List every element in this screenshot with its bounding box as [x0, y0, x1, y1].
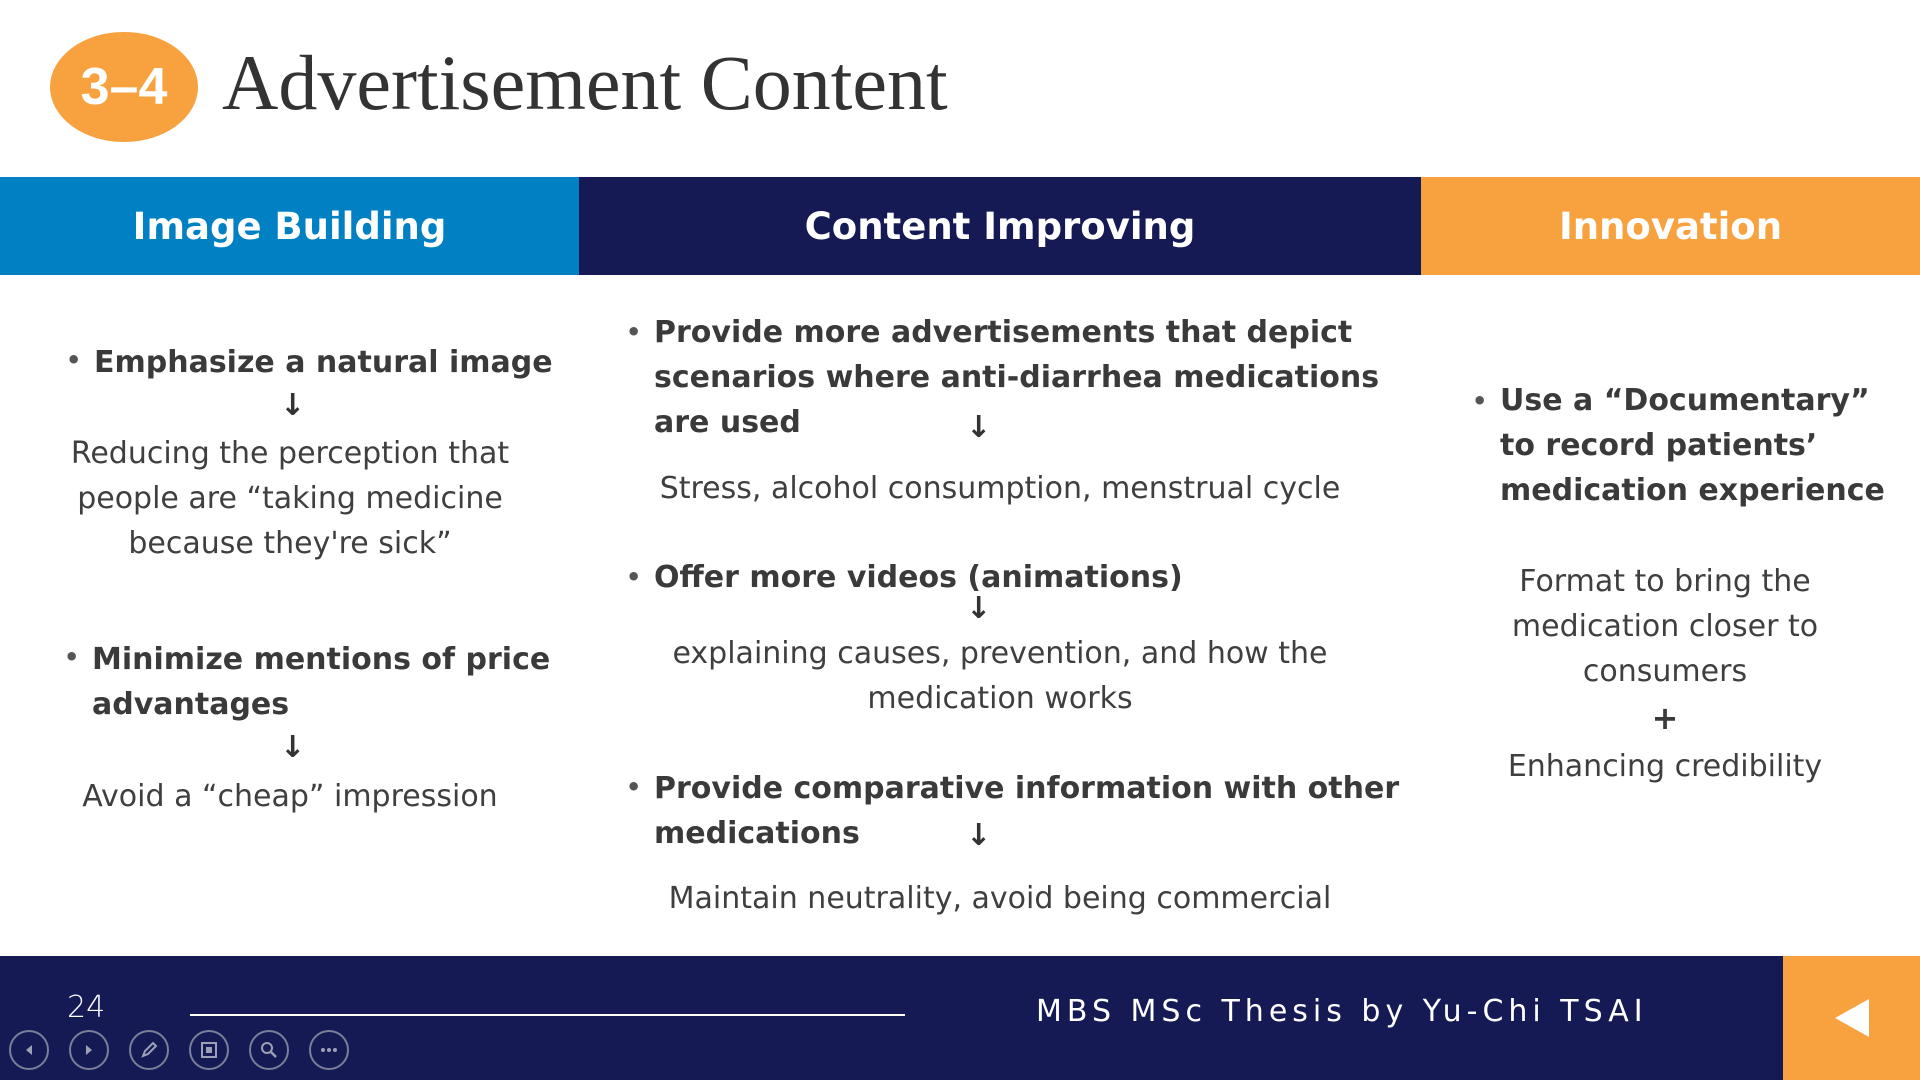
footer-credit: MBS MSc Thesis by Yu-Chi TSAI [1036, 994, 1648, 1029]
arrow-down-icon: ↓ [966, 410, 992, 445]
previous-slide-button[interactable] [9, 1030, 49, 1070]
column-header-image-building: Image Building [0, 177, 579, 275]
zoom-button[interactable] [249, 1030, 289, 1070]
column-header-content-improving: Content Improving [579, 177, 1421, 275]
item-title: Use a “Documentary” to record patients’ … [1500, 383, 1885, 508]
previous-icon [26, 1045, 32, 1055]
next-icon [86, 1045, 92, 1055]
bullet: • [626, 773, 642, 801]
bullet: • [66, 346, 82, 374]
bullet: • [626, 318, 642, 346]
item-description: Maintain neutrality, avoid being commerc… [668, 881, 1332, 916]
more-button[interactable] [309, 1030, 349, 1070]
more-icon [321, 1048, 337, 1052]
slides-icon [201, 1042, 217, 1058]
item-description: Avoid a “cheap” impression [82, 779, 498, 814]
item-title: Provide comparative information with oth… [654, 771, 1400, 851]
page-number: 24 [67, 990, 106, 1025]
footer-divider [190, 1014, 905, 1016]
page-title: Advertisement Content [222, 39, 948, 126]
item-title: Provide more advertisements that depict … [654, 315, 1380, 440]
pen-icon [141, 1041, 158, 1058]
arrow-down-icon: ↓ [280, 388, 306, 423]
arrow-down-icon: ↓ [966, 591, 992, 626]
bullet: • [64, 643, 80, 671]
slides-view-button[interactable] [189, 1030, 229, 1070]
item-description: Enhancing credibility [1507, 749, 1823, 784]
section-badge: 3–4 [50, 32, 198, 142]
column-header-innovation: Innovation [1421, 177, 1920, 275]
plus-icon: + [1651, 699, 1679, 737]
item-title: Emphasize a natural image [94, 345, 553, 380]
item-title: Offer more videos (animations) [654, 560, 1183, 595]
zoom-icon [261, 1042, 277, 1058]
arrow-down-icon: ↓ [966, 818, 992, 853]
item-description: explaining causes, prevention, and how t… [672, 636, 1328, 716]
item-description: Format to bring the medication closer to… [1511, 564, 1819, 689]
arrow-down-icon: ↓ [280, 730, 306, 765]
triangle-left-icon [1834, 999, 1869, 1037]
bullet: • [1472, 387, 1488, 415]
bullet: • [626, 563, 642, 591]
back-button[interactable] [1783, 956, 1920, 1080]
pen-button[interactable] [129, 1030, 169, 1070]
item-title: Minimize mentions of price advantages [92, 642, 551, 722]
next-slide-button[interactable] [69, 1030, 109, 1070]
item-description: Reducing the perception that people are … [70, 436, 510, 561]
item-description: Stress, alcohol consumption, menstrual c… [659, 471, 1341, 506]
